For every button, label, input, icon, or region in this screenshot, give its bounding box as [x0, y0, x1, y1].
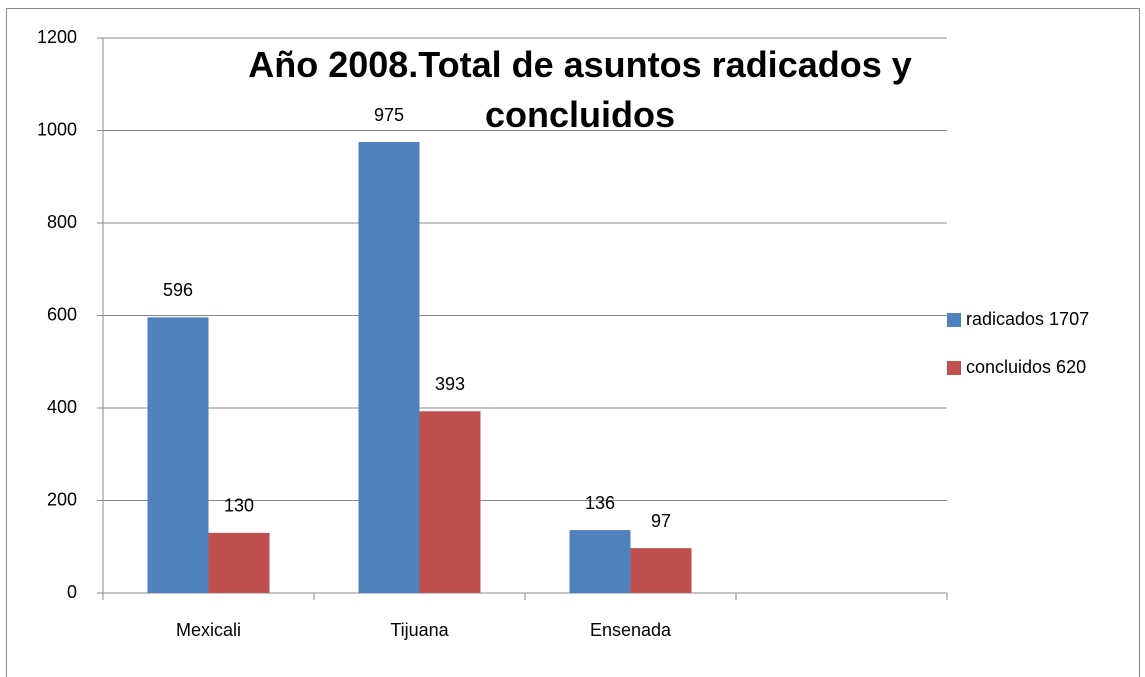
- data-label: 975: [374, 105, 404, 125]
- bar: [358, 142, 420, 593]
- data-label: 136: [585, 493, 615, 513]
- bar: [208, 532, 270, 593]
- y-tick-label: 1200: [37, 27, 77, 47]
- legend-swatch: [947, 361, 961, 375]
- y-tick-label: 1000: [37, 119, 77, 139]
- x-tick-label: Mexicali: [176, 620, 241, 640]
- chart-title: Año 2008.Total de asuntos radicados y co…: [248, 44, 912, 135]
- legend-label: concluidos 620: [966, 357, 1086, 377]
- y-tick-label: 800: [47, 212, 77, 232]
- y-tick-label: 200: [47, 489, 77, 509]
- legend-label: radicados 1707: [966, 309, 1089, 329]
- bar: [569, 530, 631, 593]
- data-label: 596: [163, 280, 193, 300]
- data-label: 97: [651, 511, 671, 531]
- bar: [630, 548, 692, 593]
- bar: [147, 317, 209, 593]
- legend-swatch: [947, 313, 961, 327]
- y-tick-label: 600: [47, 304, 77, 324]
- y-tick-label: 0: [67, 582, 77, 602]
- bar: [419, 411, 481, 593]
- chart-frame: [6, 8, 1140, 677]
- y-tick-label: 400: [47, 397, 77, 417]
- data-label: 130: [224, 496, 254, 516]
- x-tick-label: Tijuana: [390, 620, 449, 640]
- data-label: 393: [435, 374, 465, 394]
- x-tick-label: Ensenada: [590, 620, 672, 640]
